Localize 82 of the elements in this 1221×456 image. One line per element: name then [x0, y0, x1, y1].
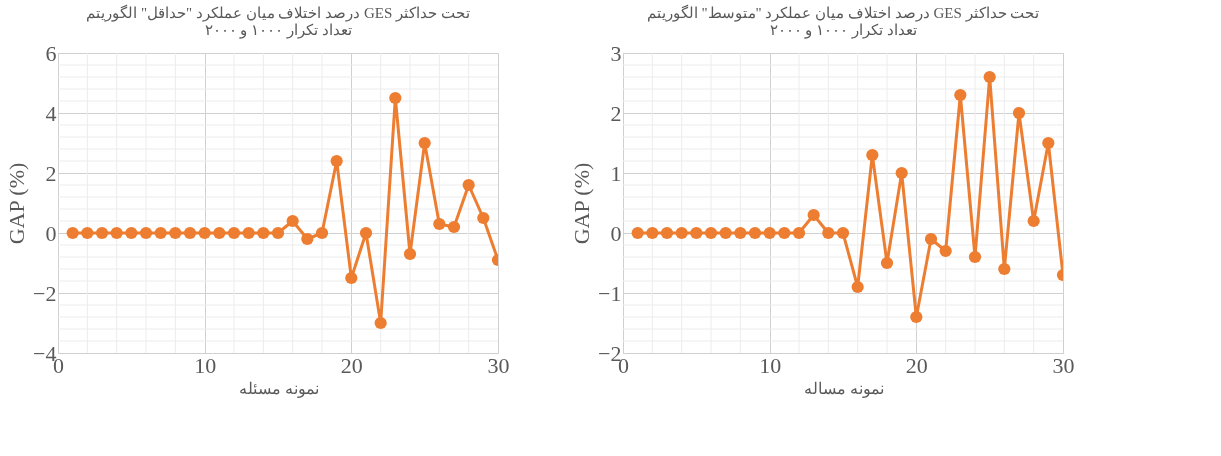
point: [939, 244, 952, 258]
x-tick-label: 20: [905, 352, 928, 378]
y-axis-title: GAP (%): [4, 162, 30, 245]
point: [389, 91, 402, 105]
point: [345, 271, 358, 285]
point: [183, 226, 197, 240]
text: درصد اختلاف میان عملکرد "متوسط" الگوریتم GES تحت حداکثر: [646, 5, 1040, 21]
point: [242, 226, 255, 240]
point: [125, 226, 138, 240]
text: تعداد تکرار ۱۰۰۰ و ۲۰۰۰: [769, 22, 917, 38]
point: [315, 226, 329, 240]
point: [447, 220, 461, 234]
point: [169, 226, 182, 240]
point: [359, 226, 373, 240]
y-tick-label: 2: [610, 100, 622, 126]
x-tick-label: 20: [340, 352, 363, 378]
text: تعداد تکرار ۱۰۰۰ و ۲۰۰۰: [204, 22, 352, 38]
point: [257, 226, 270, 240]
point: [924, 232, 938, 246]
point: [81, 226, 94, 240]
point: [719, 226, 732, 240]
point: [778, 226, 791, 240]
point: [1042, 136, 1055, 150]
point: [866, 148, 879, 162]
y-tick-label: 3: [610, 40, 622, 66]
point: [690, 226, 703, 240]
point: [763, 226, 776, 240]
point: [895, 166, 908, 180]
x-tick-label: 10: [194, 352, 217, 378]
point: [66, 226, 79, 240]
y-tick-label: 0: [45, 220, 57, 246]
point: [968, 250, 982, 264]
point: [213, 226, 226, 240]
point: [462, 178, 475, 192]
point: [748, 226, 762, 240]
x-tick-label: 30: [487, 352, 510, 378]
point: [807, 208, 820, 222]
point: [403, 247, 417, 261]
point: [836, 226, 850, 240]
point: [1027, 214, 1040, 228]
point: [910, 310, 923, 324]
point: [418, 136, 431, 150]
text: درصد اختلاف میان عملکرد "حداقل" الگوریتم GES تحت حداکثر: [86, 5, 470, 21]
point: [198, 226, 211, 240]
point: [286, 214, 299, 228]
point: [301, 232, 314, 246]
y-tick-label: 4: [45, 100, 57, 126]
point: [1012, 106, 1026, 120]
point: [675, 226, 688, 240]
x-axis-title: نمونه مساله: [803, 379, 884, 398]
y-tick-label: 6: [45, 40, 57, 66]
point: [631, 226, 644, 240]
point: [880, 256, 894, 270]
point: [822, 226, 835, 240]
x-tick-label: 30: [1052, 352, 1075, 378]
point: [139, 226, 153, 240]
point: [477, 211, 490, 225]
y-tick-label: 2: [45, 160, 57, 186]
point: [227, 226, 241, 240]
point: [95, 226, 109, 240]
x-axis-title: نمونه مسئله: [238, 379, 319, 398]
point: [374, 316, 387, 330]
point: [954, 88, 967, 102]
point: [154, 226, 167, 240]
y-tick-label: 0: [610, 220, 622, 246]
point: [433, 217, 446, 231]
y-axis-title: GAP (%): [569, 162, 595, 245]
y-tick-label: −1: [598, 280, 622, 306]
point: [998, 262, 1011, 276]
point: [792, 226, 806, 240]
point: [271, 226, 285, 240]
point: [704, 226, 718, 240]
point: [330, 154, 343, 168]
point: [851, 280, 864, 294]
point: [983, 70, 996, 84]
point: [110, 226, 123, 240]
x-tick-label: 10: [759, 352, 782, 378]
y-tick-label: 1: [610, 160, 622, 186]
point: [646, 226, 659, 240]
point: [734, 226, 747, 240]
y-tick-label: −2: [33, 280, 57, 306]
point: [660, 226, 674, 240]
